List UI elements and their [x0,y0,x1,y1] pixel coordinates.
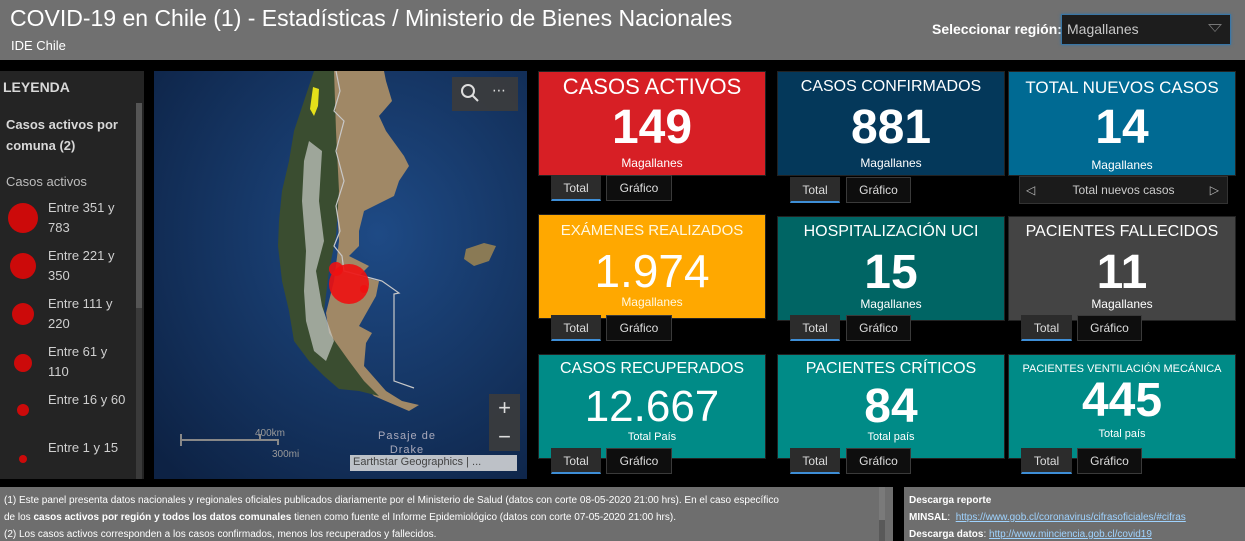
more-options-icon[interactable]: ⋯ [492,82,507,98]
legend-item: Entre 221 y 350 [0,246,136,294]
tab-total[interactable]: Total [1021,448,1072,474]
footnote-2: (2) Los casos activos corresponden a los… [4,529,437,540]
scale-km: 400km [255,428,286,439]
card-casos-confirmados: CASOS CONFIRMADOS 881 Magallanes [777,71,1005,176]
card-ventilacion: PACIENTES VENTILACIÓN MECÁNICA 445 Total… [1008,354,1236,459]
data-label: Descarga datos [909,529,984,540]
scale-bar: 400km 300mi [180,424,299,464]
card-hospitalizacion-uci: HOSPITALIZACIÓN UCI 15 Magallanes [777,216,1005,321]
legend-item: Entre 351 y 783 [0,198,136,246]
card-casos-activos: CASOS ACTIVOS 149 Magallanes [538,71,766,176]
tab-grafico[interactable]: Gráfico [846,448,911,474]
footnote-1-cont: de los casos activos por región y todos … [4,512,676,523]
footnote-1: (1) Este panel presenta datos nacionales… [4,495,779,506]
legend-item: Entre 61 y 110 [0,342,136,390]
circle-symbol-icon [8,203,38,233]
chevron-left-icon[interactable]: ◁ [1026,183,1036,197]
card-fallecidos: PACIENTES FALLECIDOS 11 Magallanes [1008,216,1236,321]
tab-total[interactable]: Total [790,448,840,474]
minsal-label: MINSAL [909,512,948,523]
tab-total[interactable]: Total [1021,315,1072,341]
zoom-out-button[interactable]: − [498,424,511,449]
tab-grafico[interactable]: Gráfico [1077,315,1142,341]
circle-symbol-icon [12,303,34,325]
footnotes-panel: (1) Este panel presenta datos nacionales… [0,487,893,541]
nav-label: Total nuevos casos [1072,183,1175,197]
legend-item: Entre 111 y 220 [0,294,136,342]
map-basemap [154,71,527,479]
zoom-in-button[interactable]: + [498,395,511,420]
minsal-link[interactable]: https://www.gob.cl/coronavirus/cifrasofi… [955,512,1186,523]
tab-total[interactable]: Total [551,315,601,341]
chevron-down-icon [1208,24,1222,32]
downloads-panel: Descarga reporte MINSAL: https://www.gob… [904,487,1245,541]
tab-grafico[interactable]: Gráfico [1077,448,1142,474]
map-attribution[interactable]: Earthstar Geographics | ... [350,455,517,471]
tab-grafico[interactable]: Gráfico [606,448,672,474]
legend-field-title: Casos activos [6,174,87,189]
region-select-value: Magallanes [1067,21,1139,37]
data-link[interactable]: http://www.minciencia.gob.cl/covid19 [989,529,1152,540]
nuevos-casos-nav: ◁ Total nuevos casos ▷ [1019,176,1228,204]
circle-symbol-icon [19,455,27,463]
search-icon[interactable] [460,83,482,105]
legend-scrollbar[interactable] [136,103,142,479]
tab-grafico[interactable]: Gráfico [606,175,672,201]
legend-layer-title: Casos activos por comuna (2) [6,117,118,153]
card-examenes: EXÁMENES REALIZADOS 1.974 Magallanes [538,214,766,319]
tab-total[interactable]: Total [790,315,840,341]
page-title: COVID-19 en Chile (1) - Estadísticas / M… [10,5,733,31]
legend-item: Entre 16 y 60 [0,390,136,438]
region-select-label: Seleccionar región: [932,21,1062,37]
card-criticos: PACIENTES CRÍTICOS 84 Total país [777,354,1005,459]
legend-title: LEYENDA [3,79,70,95]
page-subtitle: IDE Chile [11,38,66,53]
legend-item: Entre 1 y 15 [0,438,136,479]
header-bar: COVID-19 en Chile (1) - Estadísticas / M… [0,0,1245,60]
tab-total[interactable]: Total [790,177,840,203]
circle-symbol-icon [10,253,36,279]
map-zoom-control: + − [489,394,520,451]
region-select[interactable]: Magallanes [1061,14,1231,45]
footnotes-scrollbar[interactable] [879,487,885,541]
map-view[interactable]: ⋯ + − 400km 300mi Pasaje de Drake Earths… [154,71,527,479]
tab-grafico[interactable]: Gráfico [606,315,672,341]
chevron-right-icon[interactable]: ▷ [1209,183,1219,197]
tab-total[interactable]: Total [551,175,601,201]
report-title: Descarga reporte [909,495,992,506]
tab-total[interactable]: Total [551,448,601,474]
tab-grafico[interactable]: Gráfico [846,315,911,341]
map-toolbar: ⋯ [452,77,518,111]
card-recuperados: CASOS RECUPERADOS 12.667 Total País [538,354,766,459]
card-nuevos-casos: TOTAL NUEVOS CASOS 14 Magallanes [1008,71,1236,176]
circle-symbol-icon [17,404,29,416]
circle-symbol-icon [14,354,32,372]
scale-mi: 300mi [272,449,300,460]
tab-grafico[interactable]: Gráfico [846,177,911,203]
map-place-label: Pasaje de Drake [378,430,436,456]
legend-panel: LEYENDA Casos activos por comuna (2) Cas… [0,71,144,479]
